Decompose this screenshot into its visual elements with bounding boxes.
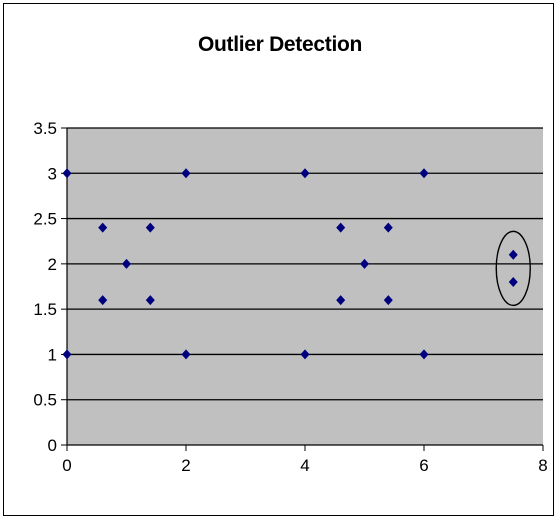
data-point: [360, 258, 369, 269]
data-point: [300, 349, 310, 360]
data-point: [508, 276, 518, 287]
x-tick-label: 6: [419, 456, 428, 475]
data-point: [62, 168, 72, 179]
data-point: [300, 168, 310, 179]
data-point: [122, 258, 131, 269]
y-tick-label: 2: [48, 255, 57, 274]
data-point: [145, 222, 155, 233]
data-point: [419, 349, 429, 360]
y-tick-label: 1.5: [33, 300, 57, 319]
data-point: [62, 349, 72, 360]
data-point: [181, 349, 191, 360]
data-point: [508, 249, 518, 260]
y-tick-label: 3.5: [33, 119, 57, 138]
data-point: [98, 222, 108, 233]
x-tick-label: 0: [62, 456, 71, 475]
x-tick-label: 4: [300, 456, 309, 475]
axes: [66, 128, 544, 451]
data-point: [181, 168, 191, 179]
y-tick-label: 0: [48, 436, 57, 455]
data-point: [98, 295, 108, 306]
y-tick-label: 3: [48, 164, 57, 183]
data-point: [336, 295, 346, 306]
y-tick-label: 2.5: [33, 210, 57, 229]
x-tick-label: 8: [538, 456, 547, 475]
chart-title: Outlier Detection: [197, 33, 363, 56]
data-point: [383, 295, 393, 306]
x-tick-label: 2: [181, 456, 190, 475]
data-points: [62, 168, 518, 360]
data-point: [419, 168, 429, 179]
data-point: [336, 222, 346, 233]
plot-area: [67, 128, 543, 445]
y-tick-labels: 0 0.5 1 1.5 2 2.5 3 3.5: [33, 119, 57, 455]
data-point: [383, 222, 393, 233]
data-point: [145, 295, 155, 306]
annotations: [495, 230, 531, 307]
x-tick-labels: 0 2 4 6 8: [62, 456, 547, 475]
y-tick-label: 1: [48, 345, 57, 364]
outlier-ellipse: [495, 230, 531, 307]
y-tick-label: 0.5: [33, 391, 57, 410]
